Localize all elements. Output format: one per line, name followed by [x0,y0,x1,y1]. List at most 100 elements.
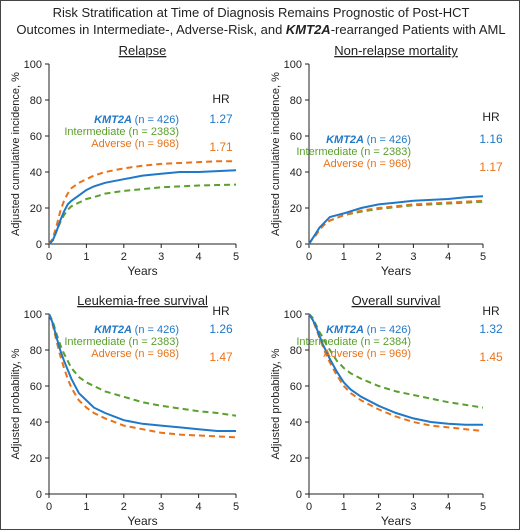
y-tick-label: 100 [24,59,42,71]
series-line-intermediate [48,313,237,417]
x-tick-label: 2 [376,501,382,513]
x-tick-label: 3 [410,251,416,263]
chart-panel-3: Overall survival 0 20 40 60 80 100 0 1 2 3 4 5 Years A… [270,293,503,528]
series-line-adverse [308,199,484,245]
y-tick-label: 60 [290,131,302,143]
series-line-adverse [48,313,237,439]
legend-entry-kmt2a: KMT2A (n = 426) [326,134,411,146]
y-tick-label: 100 [284,59,302,71]
y-tick-label: 80 [290,95,302,107]
y-tick-label: 0 [296,239,302,251]
series-line-intermediate [48,183,237,245]
legend-entry-kmt2a: KMT2A (n = 426) [94,324,179,336]
x-tick-label: 4 [196,501,202,513]
series-line-kmt2a [48,313,236,432]
figure-title: Risk Stratification at Time of Diagnosis… [1,4,520,38]
series-line-kmt2a [308,195,484,245]
y-tick-label: 60 [290,381,302,393]
x-tick-label: 2 [121,251,127,263]
legend-label: KMT2A [326,324,367,336]
x-tick-label: 5 [233,251,239,263]
legend-label: Adverse [91,138,134,150]
legend-entry-adverse: Adverse (n = 968) [91,138,179,150]
chart-title: Non-relapse mortality [334,43,458,58]
legend-n: (n = 2384) [361,336,411,348]
x-axis-label: Years [381,264,411,278]
x-tick-label: 0 [46,251,52,263]
chart-panel-2: Leukemia-free survival 0 20 40 60 80 100 0 1 2 3 4 5… [10,293,239,528]
x-tick-label: 0 [306,251,312,263]
legend-label: Intermediate [296,146,360,158]
y-tick-label: 20 [290,453,302,465]
legend-n: (n = 968) [135,138,179,150]
x-tick-label: 0 [306,501,312,513]
legend-label: KMT2A [94,114,135,126]
chart-title: Overall survival [352,293,441,308]
hr-value-kmt2a: 1.27 [209,112,233,126]
legend-n: (n = 426) [135,324,179,336]
legend-label: Intermediate [296,336,360,348]
hr-value-kmt2a: 1.26 [209,322,233,336]
x-tick-label: 3 [158,251,164,263]
legend-label: KMT2A [94,324,135,336]
legend-entry-intermediate: Intermediate (n = 2383) [296,146,411,158]
y-tick-label: 40 [290,417,302,429]
x-tick-label: 3 [410,501,416,513]
y-axis-label: Adjusted cumulative incidence, % [10,72,22,236]
series-line-kmt2a [48,169,237,245]
y-tick-label: 100 [24,309,42,321]
x-tick-label: 4 [445,251,451,263]
legend-n: (n = 968) [135,348,179,360]
legend-label: Adverse [91,348,134,360]
legend-entry-kmt2a: KMT2A (n = 426) [94,114,179,126]
x-tick-label: 1 [83,501,89,513]
legend-n: (n = 426) [367,134,411,146]
x-tick-label: 0 [46,501,52,513]
y-tick-label: 40 [30,417,42,429]
y-tick-label: 20 [290,203,302,215]
hr-value-adverse: 1.47 [209,350,233,364]
legend-label: Intermediate [64,126,128,138]
chart-panel-1: Non-relapse mortality 0 20 40 60 80 100 0 1 2 3 4 5 Y… [270,43,503,278]
chart-panel-0: Relapse 0 20 40 60 80 100 0 1 2 3 4 5 Years Adjusted c… [10,43,239,278]
y-tick-label: 60 [30,131,42,143]
x-tick-label: 1 [341,251,347,263]
hr-header: HR [482,304,500,318]
x-tick-label: 2 [121,501,127,513]
legend-entry-intermediate: Intermediate (n = 2383) [64,336,179,348]
legend-label: Adverse [323,348,366,360]
y-tick-label: 20 [30,453,42,465]
y-axis-label: Adjusted cumulative incidence, % [270,72,282,236]
x-tick-label: 5 [480,251,486,263]
hr-header: HR [212,304,230,318]
legend-entry-intermediate: Intermediate (n = 2383) [64,126,179,138]
x-tick-label: 4 [196,251,202,263]
legend-n: (n = 426) [135,114,179,126]
title-line2-pre: Outcomes in Intermediate-, Adverse-Risk,… [16,22,286,37]
x-axis-label: Years [127,514,157,528]
legend-entry-adverse: Adverse (n = 969) [323,348,411,360]
y-tick-label: 40 [290,167,302,179]
title-line2-bold: KMT2A [285,22,331,37]
y-tick-label: 60 [30,381,42,393]
hr-value-adverse: 1.17 [479,160,503,174]
hr-header: HR [212,92,230,106]
y-tick-label: 40 [30,167,42,179]
hr-header: HR [482,110,500,124]
legend-n: (n = 968) [367,158,411,170]
hr-value-adverse: 1.45 [479,350,503,364]
title-line2-post: -rearranged Patients with AML [330,22,506,37]
legend-entry-adverse: Adverse (n = 968) [91,348,179,360]
legend-label: Intermediate [64,336,128,348]
y-tick-label: 0 [36,489,42,501]
x-tick-label: 5 [233,501,239,513]
x-tick-label: 1 [341,501,347,513]
y-tick-label: 80 [30,95,42,107]
hr-value-kmt2a: 1.32 [479,322,503,336]
hr-value-kmt2a: 1.16 [479,132,503,146]
hr-value-adverse: 1.71 [209,140,233,154]
y-tick-label: 20 [30,203,42,215]
legend-entry-intermediate: Intermediate (n = 2384) [296,336,411,348]
